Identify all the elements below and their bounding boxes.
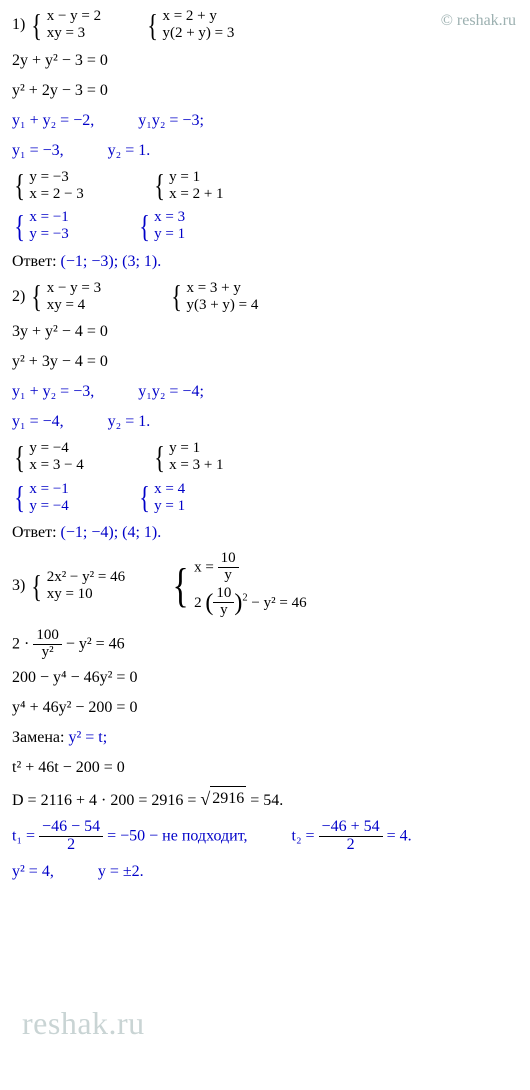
p1-sys6b: y = 1 (154, 226, 185, 243)
p1-sys4a: y = 1 (169, 169, 223, 186)
p1-l4b: y₂ = 1. (108, 142, 151, 159)
p1-systems-row: 1) { x − y = 2 xy = 3 { x = 2 + y y(2 + … (12, 8, 518, 43)
p3-l1: 2 · 100y² − y² = 46 (12, 628, 518, 661)
p2-sys2a: x = 3 + y (186, 280, 258, 297)
p3-systems-row: 3) { 2x² − y² = 46 xy = 10 { x = 10y 2 (… (12, 551, 518, 622)
p1-sys3b: x = 2 − 3 (29, 186, 83, 203)
p1-sys3a: y = −3 (29, 169, 83, 186)
p1-sys2b: y(2 + y) = 3 (162, 25, 234, 42)
p2-l3b: y₁y₂ = −4; (138, 383, 204, 400)
p2-sys3b: x = 3 − 4 (29, 457, 83, 474)
p3-sys2b: 2 (10y)2 − y² = 46 (194, 584, 306, 622)
p3-l4: t² + 46t − 200 = 0 (12, 759, 125, 776)
p2-sys4a: y = 1 (169, 440, 223, 457)
p2-label: 2) (12, 285, 25, 309)
p1-sys-row2: { y = −3 x = 2 − 3 { y = 1 x = 2 + 1 (12, 169, 518, 204)
p1-l1: 2y + y² − 3 = 0 (12, 52, 108, 69)
p2-l4a: y₁ = −4, (12, 413, 64, 430)
p3-sub: y² = t; (68, 729, 107, 746)
p2-sys2b: y(3 + y) = 4 (186, 297, 258, 314)
p1-sys6a: x = 3 (154, 209, 185, 226)
p2-sys1b: xy = 4 (47, 297, 101, 314)
p2-ans-label: Ответ: (12, 524, 61, 541)
p3-sys1a: 2x² − y² = 46 (47, 569, 125, 586)
p2-l4b: y₂ = 1. (108, 413, 151, 430)
p1-sys-row3: { x = −1 y = −3 { x = 3 y = 1 (12, 209, 518, 244)
p3-l5: D = 2116 + 4 · 200 = 2916 = √2916 = 54. (12, 786, 518, 813)
p2-l1: 3y + y² − 4 = 0 (12, 323, 108, 340)
p1-label: 1) (12, 13, 25, 37)
p2-sys3a: y = −4 (29, 440, 83, 457)
p1-l2: y² + 2y − 3 = 0 (12, 82, 108, 99)
p2-sys-row3: { x = −1 y = −4 { x = 4 y = 1 (12, 481, 518, 516)
p1-sys1a: x − y = 2 (47, 8, 101, 25)
p3-l6b: y = ±2. (98, 863, 144, 880)
p3-t-row: t₁ = −46 − 542 = −50 − не подходит, t₂ =… (12, 819, 518, 854)
p1-l3b: y₁y₂ = −3; (138, 112, 204, 129)
p2-l3a: y₁ + y₂ = −3, (12, 383, 94, 400)
p2-systems-row: 2) { x − y = 3 xy = 4 { x = 3 + y y(3 + … (12, 280, 518, 315)
p3-l2: 200 − y⁴ − 46y² = 0 (12, 669, 137, 686)
p2-sys1a: x − y = 3 (47, 280, 101, 297)
p2-sys-row2: { y = −4 x = 3 − 4 { y = 1 x = 3 + 1 (12, 440, 518, 475)
p1-sys2a: x = 2 + y (162, 8, 234, 25)
watermark-bg: reshak.ru (22, 1005, 145, 1042)
p1-sys1b: xy = 3 (47, 25, 101, 42)
math-document: 1) { x − y = 2 xy = 3 { x = 2 + y y(2 + … (12, 8, 518, 884)
p1-sys5b: y = −3 (29, 226, 68, 243)
p2-sys5a: x = −1 (29, 481, 68, 498)
p1-l3a: y₁ + y₂ = −2, (12, 112, 94, 129)
p2-sys4b: x = 3 + 1 (169, 457, 223, 474)
p3-l3: y⁴ + 46y² − 200 = 0 (12, 699, 137, 716)
p2-ans: (−1; −4); (4; 1). (61, 524, 162, 541)
p1-ans: (−1; −3); (3; 1). (61, 253, 162, 270)
p3-sub-label: Замена: (12, 729, 68, 746)
p2-l2: y² + 3y − 4 = 0 (12, 353, 108, 370)
p1-sys4b: x = 2 + 1 (169, 186, 223, 203)
p1-ans-label: Ответ: (12, 253, 61, 270)
p1-l4a: y₁ = −3, (12, 142, 64, 159)
p2-sys6b: y = 1 (154, 498, 185, 515)
p3-sys1b: xy = 10 (47, 586, 125, 603)
p2-sys5b: y = −4 (29, 498, 68, 515)
p3-label: 3) (12, 574, 25, 598)
p2-sys6a: x = 4 (154, 481, 185, 498)
p3-sys2a: x = 10y (194, 551, 306, 584)
p3-l6a: y² = 4, (12, 863, 54, 880)
p1-sys5a: x = −1 (29, 209, 68, 226)
